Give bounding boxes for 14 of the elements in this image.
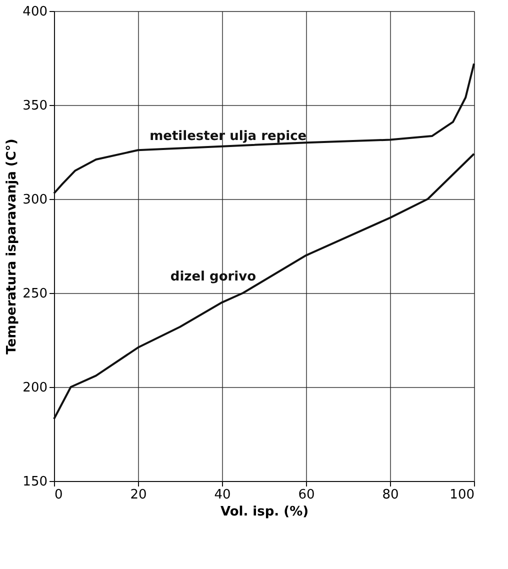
x-tick-label: 20 (130, 488, 147, 502)
x-tick-label: 0 (54, 488, 63, 502)
x-tick-label: 100 (450, 488, 474, 502)
y-tick-label: 250 (22, 286, 48, 302)
y-tick-label: 200 (22, 380, 48, 396)
y-tick-label: 400 (22, 4, 48, 20)
y-axis-title: Temperatura isparavanja (C°) (4, 138, 20, 354)
x-tick-label: 80 (382, 488, 399, 502)
x-tick-label: 40 (214, 488, 231, 502)
y-tick-label: 350 (22, 98, 48, 114)
y-tick-label: 150 (22, 474, 48, 490)
x-axis-title: Vol. isp. (%) (220, 504, 309, 520)
y-tick-label: 300 (22, 192, 48, 208)
x-tick-label: 60 (298, 488, 315, 502)
